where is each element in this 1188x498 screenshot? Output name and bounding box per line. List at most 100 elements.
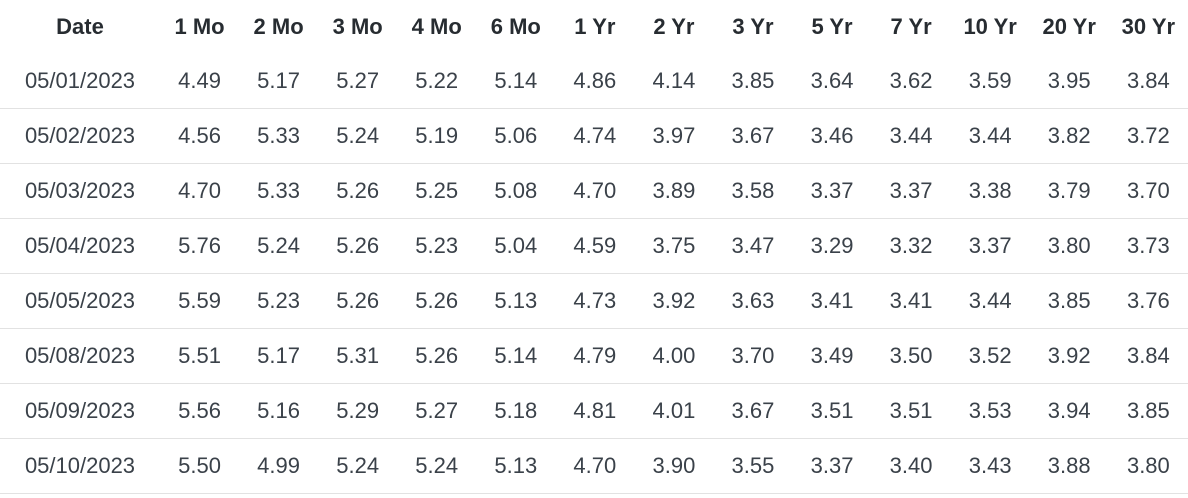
date-cell: 05/10/2023 xyxy=(24,453,136,478)
rate-cell: 4.59 xyxy=(573,233,617,258)
rate-cell: 3.37 xyxy=(810,453,854,478)
rate-cell: 5.27 xyxy=(415,398,459,423)
rate-cell: 3.85 xyxy=(731,68,775,93)
rate-cell: 3.47 xyxy=(731,233,775,258)
rate-cell: 3.40 xyxy=(889,453,933,478)
rate-cell: 5.26 xyxy=(415,343,459,368)
rate-cell: 3.80 xyxy=(1126,453,1170,478)
rate-cell: 5.16 xyxy=(257,398,300,423)
rate-cell: 5.76 xyxy=(178,233,221,258)
rate-cell: 3.29 xyxy=(810,233,854,258)
rate-cell: 3.49 xyxy=(810,343,854,368)
table-row: 05/08/2023 5.51 5.17 5.31 5.26 5.14 4.79 4.00 3.… xyxy=(0,329,1188,384)
table-body: 05/01/2023 4.49 5.17 5.27 5.22 5.14 4.86 4.14 3.… xyxy=(0,54,1188,494)
rate-cell: 5.27 xyxy=(336,68,380,93)
rate-cell: 5.33 xyxy=(257,123,300,148)
rate-cell: 3.38 xyxy=(968,178,1012,203)
column-header-1-yr: 1 Yr xyxy=(574,14,616,39)
rate-cell: 3.80 xyxy=(1047,233,1091,258)
rate-cell: 3.82 xyxy=(1047,123,1091,148)
rate-cell: 3.52 xyxy=(968,343,1012,368)
rate-cell: 3.51 xyxy=(810,398,854,423)
rate-cell: 4.99 xyxy=(257,453,300,478)
rate-cell: 3.70 xyxy=(731,343,775,368)
rate-cell: 3.55 xyxy=(731,453,775,478)
rate-cell: 3.44 xyxy=(968,123,1012,148)
column-header-3-mo: 3 Mo xyxy=(332,14,383,39)
rate-cell: 4.00 xyxy=(652,343,696,368)
rate-cell: 3.88 xyxy=(1047,453,1091,478)
rate-cell: 5.24 xyxy=(257,233,300,258)
rate-cell: 5.24 xyxy=(336,453,380,478)
rate-cell: 5.51 xyxy=(178,343,221,368)
rate-cell: 5.26 xyxy=(336,178,380,203)
rate-cell: 5.04 xyxy=(494,233,538,258)
date-cell: 05/03/2023 xyxy=(24,178,136,203)
column-header-20-yr: 20 Yr xyxy=(1042,14,1096,39)
rate-cell: 3.43 xyxy=(968,453,1012,478)
rate-cell: 5.25 xyxy=(415,178,459,203)
rate-cell: 3.58 xyxy=(731,178,775,203)
column-header-3-yr: 3 Yr xyxy=(732,14,774,39)
date-cell: 05/02/2023 xyxy=(24,123,136,148)
rate-cell: 3.85 xyxy=(1047,288,1091,313)
column-header-1-mo: 1 Mo xyxy=(174,14,225,39)
rate-cell: 3.37 xyxy=(968,233,1012,258)
table-row: 05/03/2023 4.70 5.33 5.26 5.25 5.08 4.70 3.89 3.… xyxy=(0,164,1188,219)
rate-cell: 4.14 xyxy=(652,68,696,93)
column-header-6-mo: 6 Mo xyxy=(490,14,541,39)
rate-cell: 5.22 xyxy=(415,68,459,93)
column-header-10-yr: 10 Yr xyxy=(963,14,1017,39)
rate-cell: 5.17 xyxy=(257,68,300,93)
rate-cell: 5.59 xyxy=(178,288,221,313)
rate-cell: 3.75 xyxy=(652,233,696,258)
rate-cell: 3.67 xyxy=(731,398,775,423)
rate-cell: 4.81 xyxy=(573,398,617,423)
rate-cell: 4.01 xyxy=(652,398,696,423)
column-header-2-yr: 2 Yr xyxy=(653,14,695,39)
rate-cell: 4.49 xyxy=(178,68,221,93)
rate-cell: 3.50 xyxy=(889,343,933,368)
rate-cell: 3.51 xyxy=(889,398,933,423)
rate-cell: 4.86 xyxy=(573,68,617,93)
rate-cell: 3.37 xyxy=(810,178,854,203)
date-cell: 05/08/2023 xyxy=(24,343,136,368)
rate-cell: 5.23 xyxy=(415,233,459,258)
column-header-2-mo: 2 Mo xyxy=(253,14,304,39)
rate-cell: 3.72 xyxy=(1126,123,1170,148)
column-header-7-yr: 7 Yr xyxy=(890,14,932,39)
rate-cell: 5.31 xyxy=(336,343,380,368)
rate-cell: 4.73 xyxy=(573,288,617,313)
column-header-5-yr: 5 Yr xyxy=(811,14,853,39)
rate-cell: 3.95 xyxy=(1047,68,1091,93)
rate-cell: 5.17 xyxy=(257,343,300,368)
rate-cell: 5.13 xyxy=(494,288,538,313)
rate-cell: 3.67 xyxy=(731,123,775,148)
rate-cell: 3.37 xyxy=(889,178,933,203)
rate-cell: 5.26 xyxy=(415,288,459,313)
rate-cell: 3.89 xyxy=(652,178,696,203)
rate-cell: 3.41 xyxy=(889,288,933,313)
table-row: 05/04/2023 5.76 5.24 5.26 5.23 5.04 4.59 3.75 3.… xyxy=(0,219,1188,274)
rate-cell: 3.62 xyxy=(889,68,933,93)
rate-cell: 3.94 xyxy=(1047,398,1091,423)
rate-cell: 3.44 xyxy=(889,123,933,148)
rate-cell: 3.46 xyxy=(810,123,854,148)
rate-cell: 3.92 xyxy=(652,288,696,313)
rate-cell: 5.06 xyxy=(494,123,538,148)
date-cell: 05/05/2023 xyxy=(24,288,136,313)
rate-cell: 5.13 xyxy=(494,453,538,478)
rate-cell: 3.85 xyxy=(1126,398,1170,423)
rate-cell: 4.74 xyxy=(573,123,617,148)
table-row: 05/01/2023 4.49 5.17 5.27 5.22 5.14 4.86 4.14 3.… xyxy=(0,54,1188,109)
rate-cell: 3.76 xyxy=(1126,288,1170,313)
rate-cell: 5.56 xyxy=(178,398,221,423)
rate-cell: 5.33 xyxy=(257,178,300,203)
rate-cell: 3.97 xyxy=(652,123,696,148)
rate-cell: 3.41 xyxy=(810,288,854,313)
rate-cell: 4.70 xyxy=(573,453,617,478)
rate-cell: 4.70 xyxy=(178,178,221,203)
rate-cell: 3.44 xyxy=(968,288,1012,313)
date-cell: 05/01/2023 xyxy=(24,68,136,93)
